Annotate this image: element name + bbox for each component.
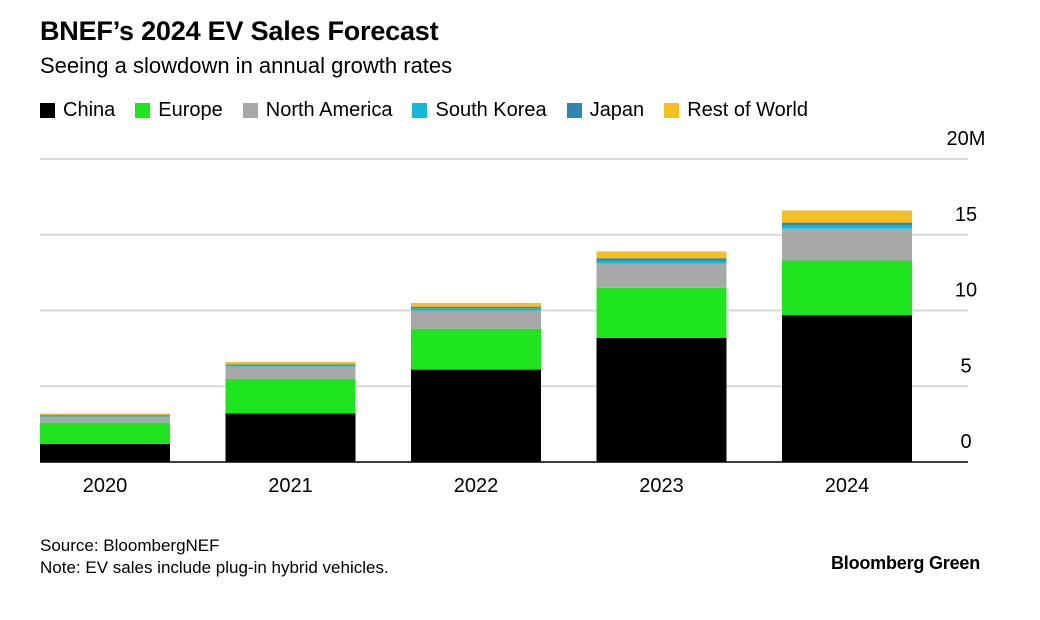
bar-segment xyxy=(411,308,541,311)
x-tick-label: 2022 xyxy=(454,475,499,497)
legend-swatch xyxy=(135,103,151,118)
legend-item: North America xyxy=(242,99,393,122)
legend-item: Japan xyxy=(566,99,645,122)
footer: Source: BloombergNEF Note: EV sales incl… xyxy=(40,535,389,579)
y-tick-label: 20M xyxy=(947,128,986,150)
x-tick-label: 2024 xyxy=(825,475,870,497)
bar-segment xyxy=(596,260,727,264)
bar-segment xyxy=(40,415,170,417)
x-tick-label: 2023 xyxy=(639,475,684,497)
bar-segment xyxy=(596,258,727,261)
bar-segment xyxy=(411,369,541,462)
legend-label: Europe xyxy=(158,99,223,121)
bar-segment xyxy=(411,310,541,329)
y-tick-label: 15 xyxy=(955,204,977,226)
bar-segment xyxy=(782,315,912,462)
methodology-note: Note: EV sales include plug-in hybrid ve… xyxy=(40,558,389,577)
legend-label: North America xyxy=(265,99,393,121)
bar-segment xyxy=(596,263,727,288)
legend-label: South Korea xyxy=(435,99,547,121)
bar-segment xyxy=(782,228,912,261)
legend-label: Japan xyxy=(589,99,645,121)
bar-segment xyxy=(225,366,356,379)
bar-segment xyxy=(40,443,170,462)
legend-item: Rest of World xyxy=(664,99,808,122)
bar-segment xyxy=(411,302,541,307)
chart-title: BNEF’s 2024 EV Sales Forecast xyxy=(40,16,439,46)
bar-segment xyxy=(40,415,170,416)
brand-logo: Bloomberg Green xyxy=(830,553,980,573)
bar-segment xyxy=(596,287,727,338)
bar-segment xyxy=(411,328,541,370)
bar-segment xyxy=(225,378,356,414)
legend-item: China xyxy=(40,99,115,122)
legend-label: China xyxy=(63,99,116,121)
bar-segment xyxy=(782,225,912,229)
bar-segment xyxy=(596,337,727,462)
legend-swatch xyxy=(40,103,55,118)
x-tick-label: 2021 xyxy=(268,475,313,497)
bar-segment xyxy=(782,222,912,226)
y-tick-label: 0 xyxy=(960,431,971,453)
bar-segment xyxy=(225,362,356,365)
bar-segment xyxy=(225,413,356,462)
bar-segment xyxy=(782,210,912,223)
bar-segment xyxy=(225,365,356,367)
legend-item: South Korea xyxy=(412,99,547,122)
y-tick-label: 5 xyxy=(960,355,971,377)
source-note: Source: BloombergNEF xyxy=(40,536,220,555)
bar-segment xyxy=(411,306,541,309)
bar-segment xyxy=(225,364,356,366)
legend-item: Europe xyxy=(135,99,223,122)
legend-label: Rest of World xyxy=(687,99,808,121)
legend-swatch xyxy=(664,103,680,118)
stacked-bar-chart: 0 5 10 15 20M 2020 2021 2022 2023 2024 xyxy=(40,128,986,497)
legend: China Europe North America South Korea Japan… xyxy=(40,99,828,122)
bar-segment xyxy=(782,260,912,316)
bar-segment xyxy=(40,413,170,416)
bar-segment xyxy=(40,416,170,423)
x-tick-label: 2020 xyxy=(83,475,128,497)
legend-swatch xyxy=(242,103,258,118)
chart-subtitle: Seeing a slowdown in annual growth rates xyxy=(40,53,453,78)
legend-swatch xyxy=(566,103,582,118)
legend-swatch xyxy=(412,103,428,118)
y-tick-label: 10 xyxy=(955,280,977,302)
bar-segment xyxy=(596,251,727,259)
bar-segment xyxy=(40,422,170,444)
